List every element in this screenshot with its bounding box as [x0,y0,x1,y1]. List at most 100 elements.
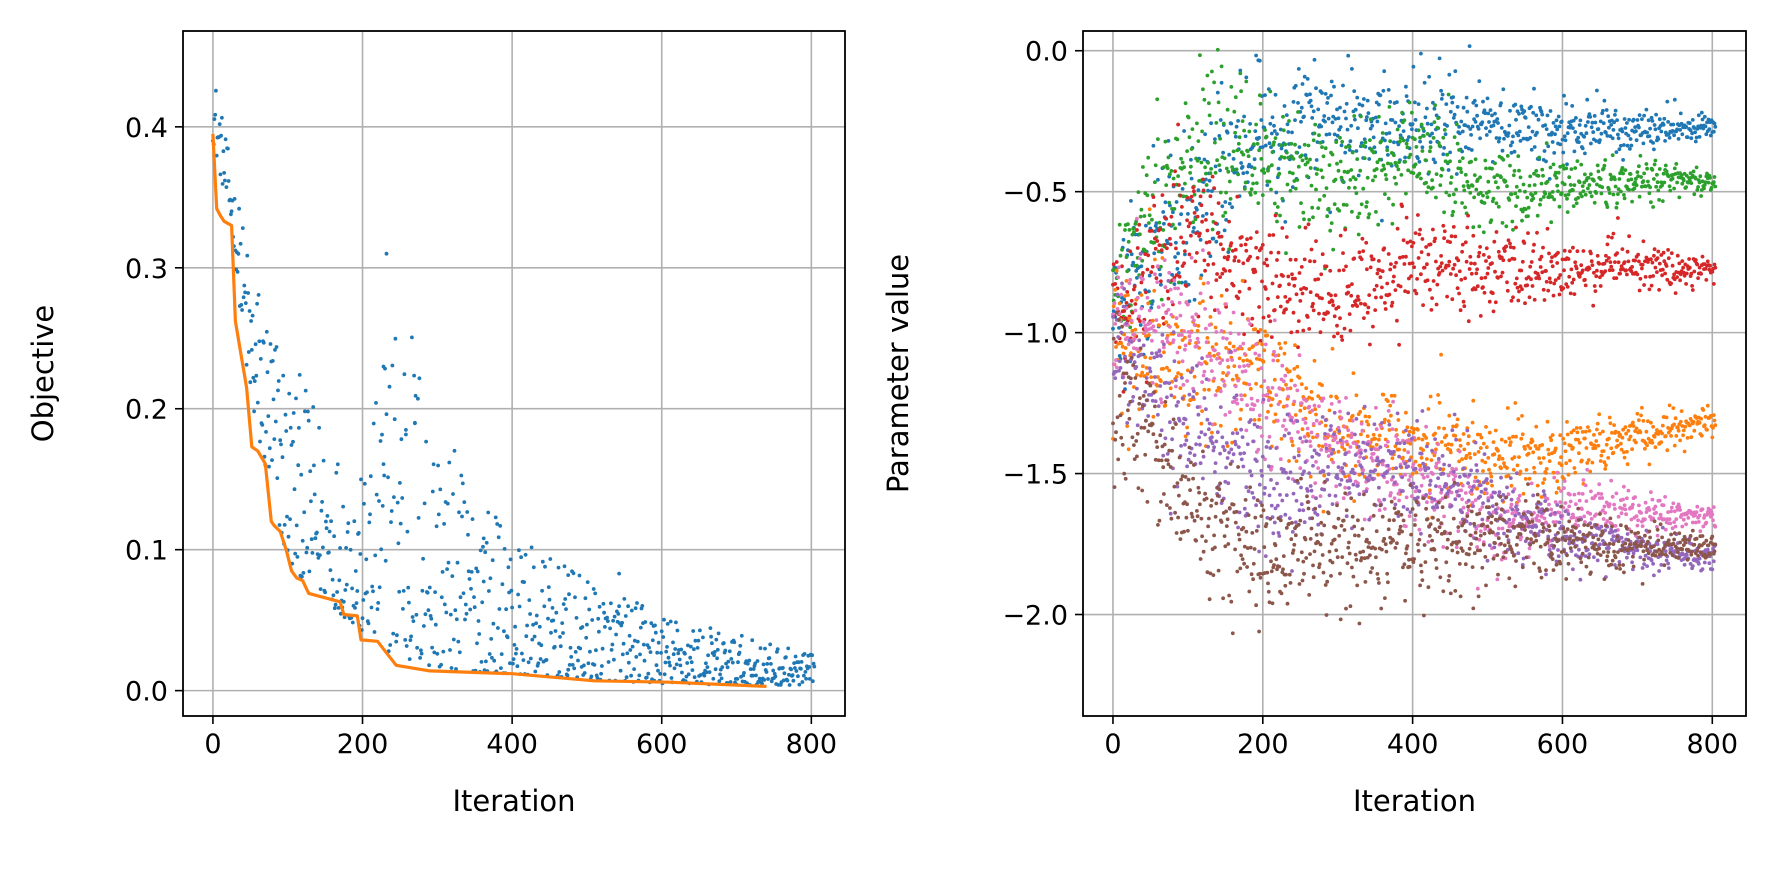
parameter-point [1556,486,1561,491]
objective-point [299,472,304,477]
objective-point [692,647,696,652]
parameter-point [1628,434,1633,439]
objective-point [237,206,242,211]
objective-point [654,663,659,668]
objective-point [214,88,218,93]
parameter-point [1420,145,1425,150]
parameter-point [1541,287,1546,292]
parameter-point [1605,242,1610,247]
parameter-point [1296,430,1300,434]
parameter-point [1235,148,1240,153]
parameter-point [1213,221,1218,226]
parameter-point [1513,102,1518,107]
parameter-point [1506,492,1511,497]
parameter-point [1302,434,1307,439]
parameter-point [1266,398,1271,403]
parameter-point [1436,460,1441,464]
parameter-point [1239,89,1243,94]
objective-point [275,476,280,480]
parameter-point [1597,412,1602,417]
parameter-point [1473,475,1478,480]
parameter-point [1125,421,1130,425]
parameter-point [1520,414,1524,418]
parameter-point [1164,320,1169,324]
parameter-point [1426,540,1431,544]
parameter-point [1419,176,1423,181]
parameter-point [1386,439,1390,444]
objective-point [487,589,491,593]
parameter-point [1294,150,1299,155]
parameter-point [1289,330,1294,335]
parameter-point [1606,114,1611,118]
parameter-point [1382,69,1387,74]
parameter-point [1182,165,1186,170]
parameter-point [1371,432,1376,437]
parameter-point [1501,258,1506,263]
parameter-point [1331,460,1336,465]
parameter-point [1623,507,1628,512]
parameter-point [1310,205,1315,210]
parameter-point [1600,185,1605,190]
parameter-point [1316,206,1321,211]
parameter-point [1580,268,1585,273]
objective-point [705,665,710,669]
parameter-point [1201,248,1205,253]
objective-point [558,644,563,649]
objective-point [242,283,247,288]
parameter-point [1712,262,1717,267]
objective-point [530,637,535,642]
parameter-point [1537,519,1542,523]
objective-point [366,621,371,626]
parameter-point [1359,432,1363,437]
objective-point [729,657,734,661]
parameter-point [1168,511,1173,516]
parameter-point [1454,122,1459,127]
parameter-point [1637,259,1641,264]
parameter-point [1595,182,1599,187]
objective-point [589,674,594,679]
parameter-point [1206,188,1210,193]
parameter-point [1413,288,1417,293]
parameter-point [1635,523,1640,528]
objective-point [469,586,473,591]
parameter-point [1175,137,1180,142]
parameter-point [1238,71,1243,76]
parameter-point [1410,494,1414,499]
objective-point [223,178,227,183]
objective-point [376,601,381,605]
objective-point [514,647,519,651]
objective-point [378,439,383,443]
parameter-point [1440,496,1445,501]
parameter-point [1494,136,1499,140]
parameter-point [1416,156,1420,161]
parameter-point [1281,387,1285,392]
parameter-point [1470,184,1475,188]
parameter-point [1479,435,1484,440]
parameter-point [1509,150,1514,155]
parameter-point [1225,130,1230,135]
parameter-point [1555,470,1560,475]
parameter-point [1297,376,1302,380]
parameter-point [1340,338,1345,342]
parameter-point [1214,278,1219,282]
parameter-point [1395,318,1399,323]
objective-point [551,618,556,623]
parameter-point [1531,450,1536,455]
parameter-point [1627,437,1631,442]
parameter-point [1583,283,1588,288]
objective-point [701,635,705,640]
objective-point [803,670,808,674]
parameter-point [1604,253,1608,258]
objective-point [307,569,312,574]
parameter-point [1143,323,1148,328]
parameter-point [1472,195,1476,200]
parameter-point [1256,447,1261,452]
parameter-point [1347,185,1351,190]
objective-point [239,303,244,307]
parameter-point [1153,399,1158,404]
parameter-point [1699,194,1703,198]
parameter-point [1280,196,1285,201]
parameter-point [1451,477,1456,482]
parameter-point [1139,293,1144,297]
